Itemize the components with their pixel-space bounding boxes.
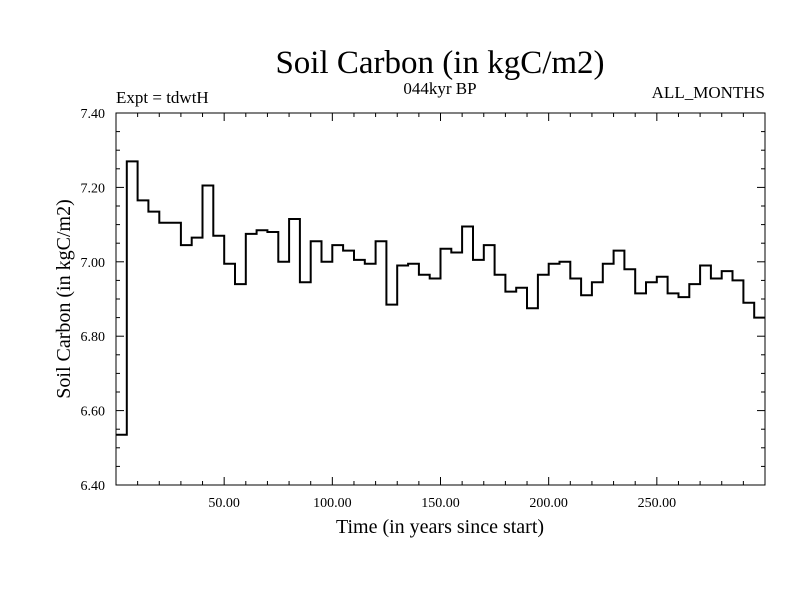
x-tick-label: 250.00 (638, 496, 677, 511)
chart-title: Soil Carbon (in kgC/m2) (275, 45, 604, 81)
x-axis-label: Time (in years since start) (336, 516, 544, 538)
experiment-label: Expt = tdwtH (116, 88, 209, 107)
y-tick-label: 7.20 (81, 181, 106, 196)
x-tick-label: 200.00 (529, 496, 568, 511)
x-axis: 50.00 100.00 150.00 200.00 250.00 (137, 113, 744, 511)
plot-frame (115, 112, 766, 486)
y-axis-label: Soil Carbon (in kgC/m2) (53, 199, 75, 398)
x-tick-label: 50.00 (208, 496, 240, 511)
y-tick-label: 6.80 (81, 330, 106, 345)
period-label: 044kyr BP (403, 79, 476, 98)
y-tick-label: 6.60 (81, 405, 106, 420)
y-tick-label: 7.00 (81, 256, 106, 271)
y-tick-label: 6.40 (81, 479, 106, 494)
x-tick-label: 100.00 (313, 496, 352, 511)
y-axis: 6.40 6.60 6.80 7.00 7.20 7.40 (81, 107, 765, 494)
series-line (116, 160, 765, 436)
months-label: ALL_MONTHS (652, 83, 765, 102)
x-tick-label: 150.00 (421, 496, 460, 511)
y-tick-label: 7.40 (81, 107, 106, 122)
